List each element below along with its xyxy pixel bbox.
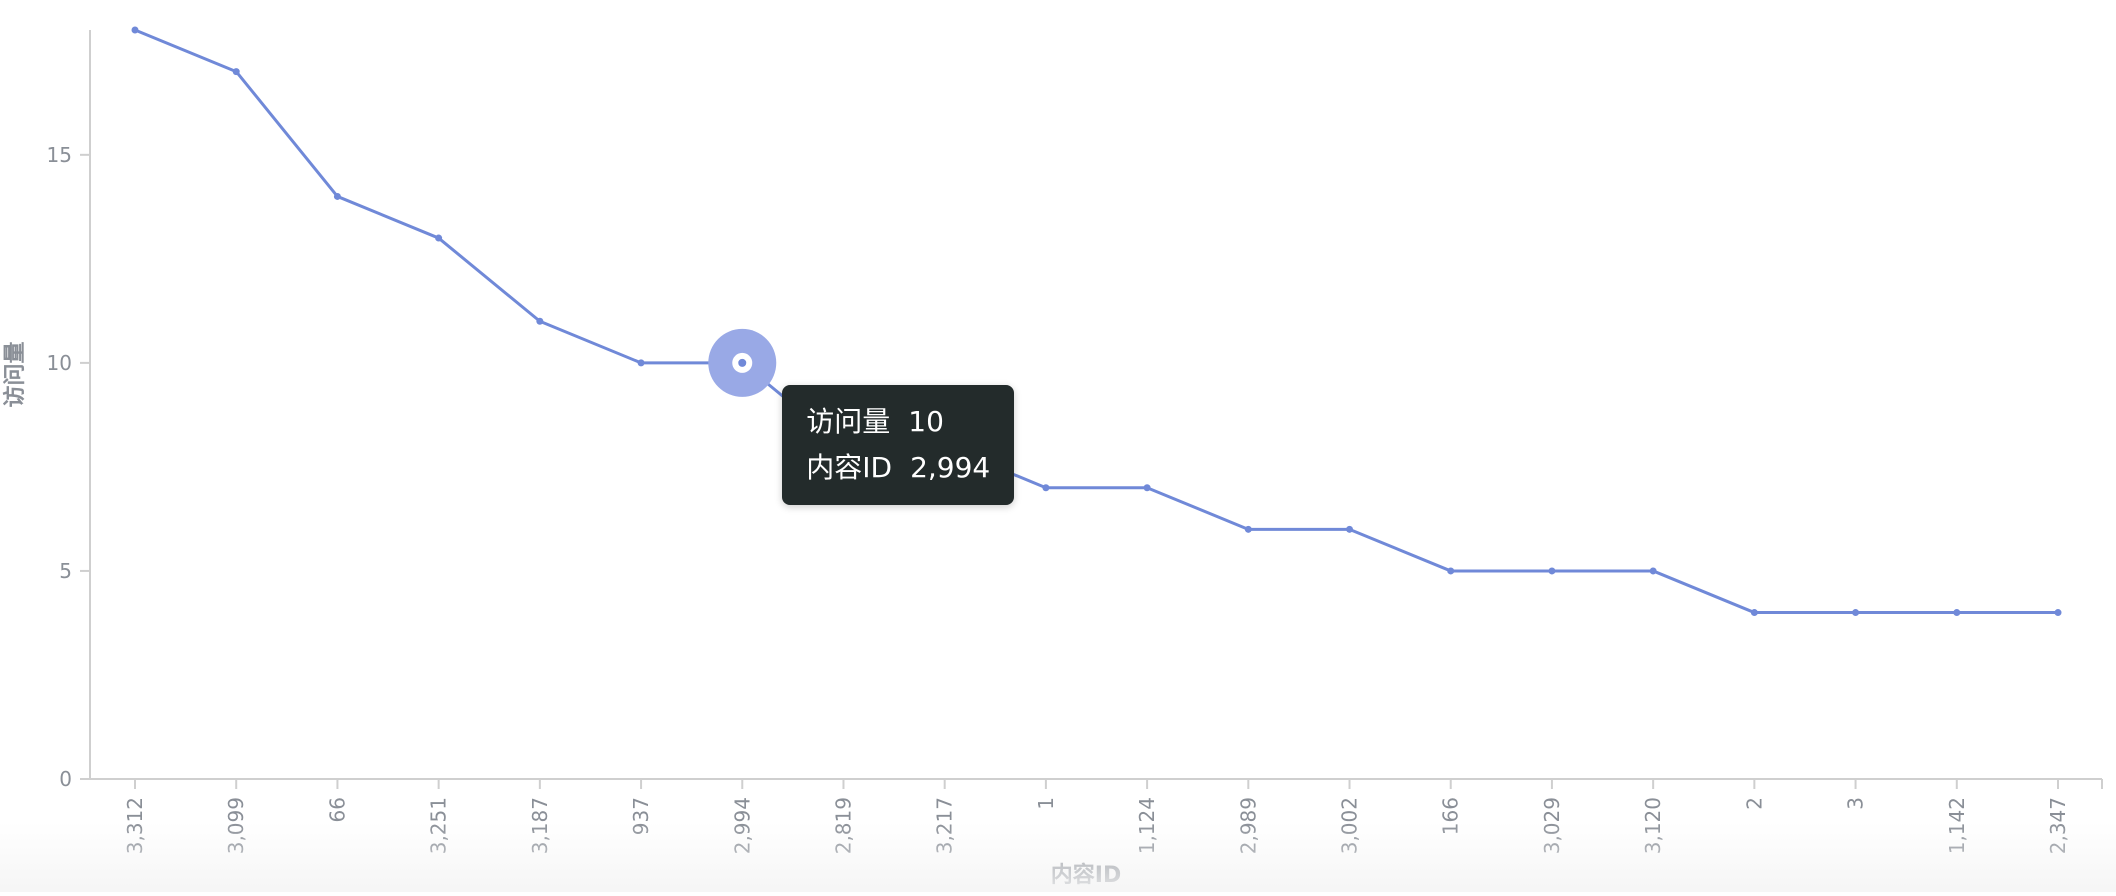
x-tick-label: 2 <box>1742 797 1766 810</box>
tooltip-visits-label: 访问量 <box>806 404 891 438</box>
tooltip-content-id-label: 内容ID <box>806 450 893 484</box>
data-point <box>1143 484 1151 492</box>
tooltip-visits-value: 10 <box>908 404 944 438</box>
x-tick-label: 3,187 <box>528 797 552 854</box>
data-point <box>435 234 443 242</box>
x-tick-label: 3,029 <box>1540 797 1564 854</box>
x-tick-label: 2,994 <box>730 797 754 854</box>
x-tick-label: 3,002 <box>1338 797 1362 854</box>
x-tick-label: 3,120 <box>1641 797 1665 854</box>
x-tick-label: 937 <box>629 797 653 835</box>
data-point <box>1042 484 1050 492</box>
y-tick-label: 15 <box>47 143 72 167</box>
data-point <box>1649 567 1657 575</box>
x-tick-label: 2,347 <box>2046 797 2070 854</box>
data-point <box>637 359 645 367</box>
data-point <box>2054 609 2062 617</box>
x-tick-label: 1 <box>1034 797 1058 810</box>
data-point <box>1346 525 1354 533</box>
y-tick-label: 5 <box>59 559 72 583</box>
data-point <box>1548 567 1556 575</box>
x-tick-label: 166 <box>1439 797 1463 835</box>
x-tick-label: 3 <box>1844 797 1868 810</box>
data-point <box>536 317 544 325</box>
data-point <box>1852 609 1860 617</box>
axes-layer <box>80 30 2103 789</box>
x-tick-label: 66 <box>325 797 349 822</box>
tooltip: 访问量 10 内容ID 2,994 <box>782 384 1015 505</box>
x-tick-label: 1,142 <box>1945 797 1969 854</box>
x-tick-label: 2,989 <box>1236 797 1260 854</box>
active-point <box>738 358 747 367</box>
series-line <box>134 28 2058 615</box>
x-tick-label: 3,217 <box>933 797 957 854</box>
data-point <box>1953 609 1961 617</box>
tooltip-row-content-id: 内容ID 2,994 <box>806 445 990 491</box>
x-tick-label: 2,819 <box>831 797 855 854</box>
y-tick-label: 10 <box>47 351 72 375</box>
y-axis-title: 访问量 <box>2 341 28 407</box>
labels-layer: 0 5 10 15 3,312 3,099 66 3,251 3,187 937 2,994 2,81… <box>2 143 2070 888</box>
data-point <box>131 26 139 34</box>
data-point <box>1750 609 1758 617</box>
x-tick-label: 1,124 <box>1135 797 1159 854</box>
x-tick-label: 3,312 <box>123 797 147 854</box>
data-point <box>1244 525 1252 533</box>
data-point <box>232 68 240 76</box>
x-tick-label: 3,099 <box>224 797 248 854</box>
y-tick-label: 0 <box>59 767 72 791</box>
x-tick-label: 3,251 <box>427 797 451 854</box>
series-layer <box>131 26 2062 617</box>
tooltip-content-id-value: 2,994 <box>910 450 991 484</box>
tooltip-row-visits: 访问量 10 <box>806 399 990 445</box>
data-point <box>1447 567 1455 575</box>
data-point <box>333 192 341 200</box>
x-axis-title: 内容ID <box>1051 862 1121 888</box>
